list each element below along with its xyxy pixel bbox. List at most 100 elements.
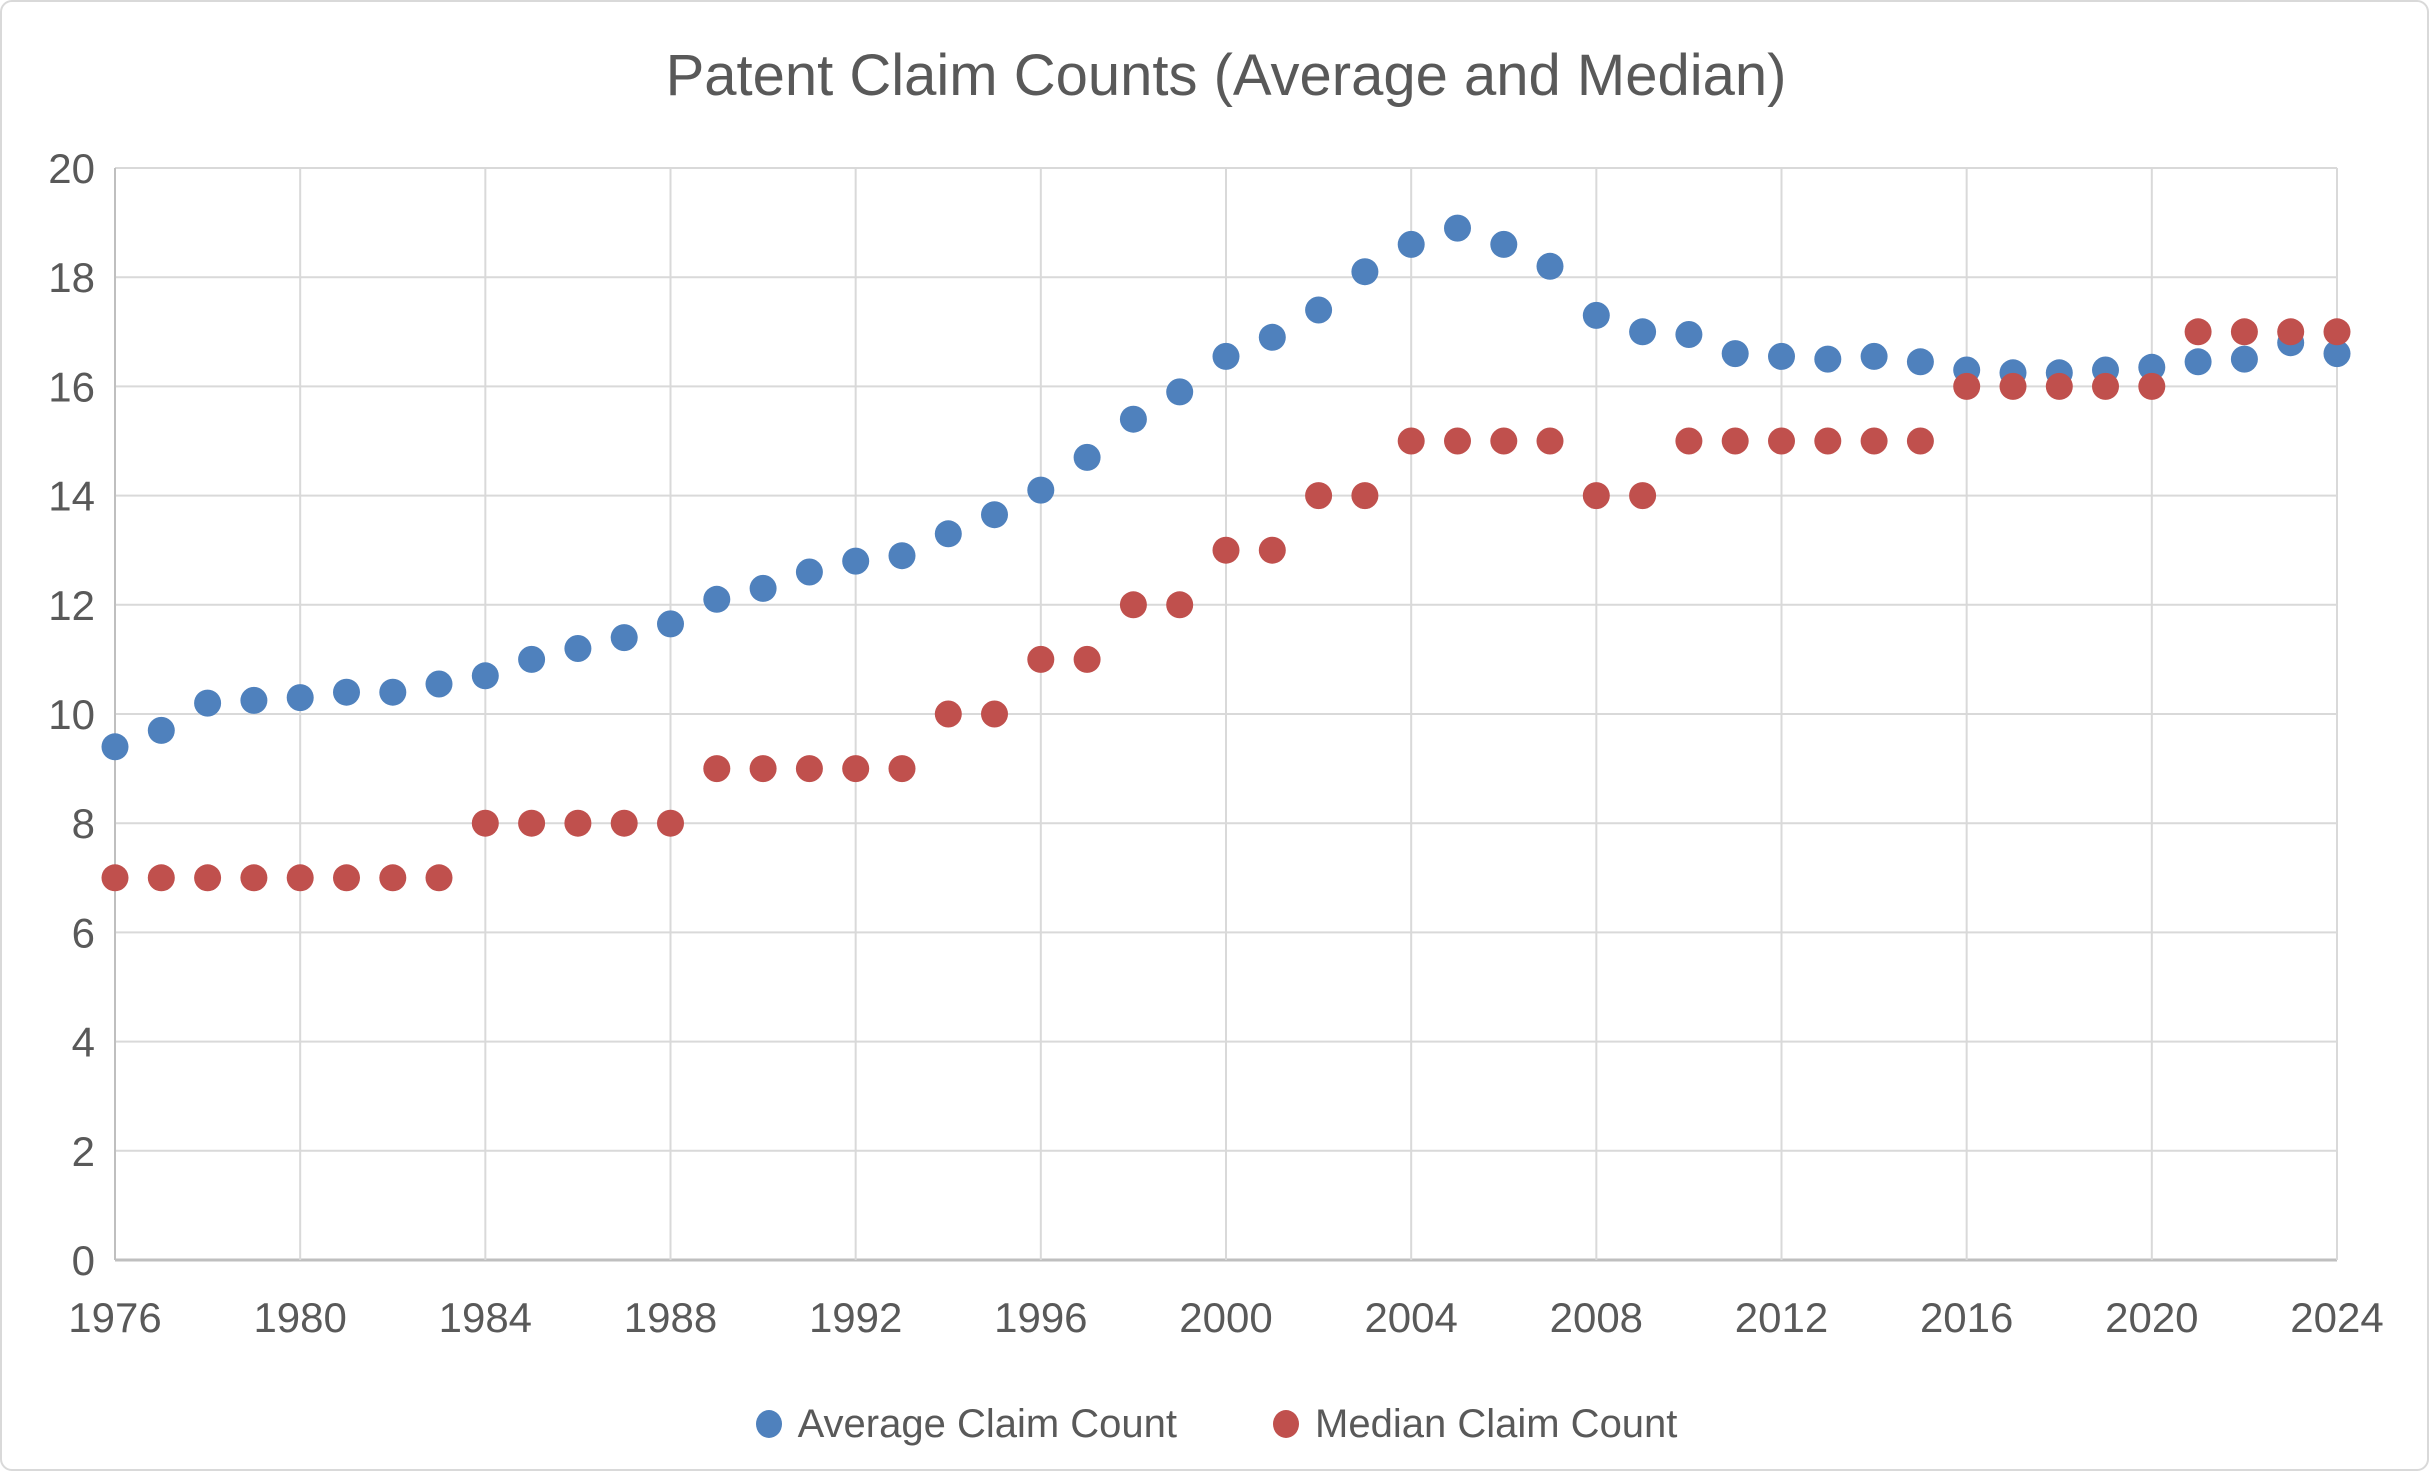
avg-claim-point [1629, 318, 1657, 346]
median-claim-point [2230, 318, 2258, 346]
x-tick-label: 2000 [1179, 1294, 1272, 1341]
legend-item-average: Average Claim Count [755, 1401, 1178, 1447]
avg-claim-point [1860, 342, 1888, 370]
x-tick-label: 1980 [253, 1294, 346, 1341]
median-claim-point [194, 864, 222, 892]
avg-claim-point [101, 733, 129, 761]
median-claim-point [1305, 482, 1333, 510]
avg-claim-point [888, 542, 916, 570]
median-claim-point [1490, 427, 1518, 455]
x-tick-label: 1976 [68, 1294, 161, 1341]
avg-claim-point [1258, 323, 1286, 351]
median-claim-point [471, 809, 499, 837]
median-claim-point [147, 864, 175, 892]
avg-claim-point [147, 716, 175, 744]
avg-claim-point [795, 558, 823, 586]
x-tick-label: 1988 [624, 1294, 717, 1341]
avg-claim-point [1675, 321, 1703, 348]
median-claim-point [1119, 591, 1147, 619]
avg-claim-point [471, 662, 499, 690]
avg-claim-point [2138, 353, 2166, 381]
avg-claim-point [842, 547, 870, 575]
median-claim-point [1212, 536, 1240, 564]
avg-claim-point [1351, 258, 1379, 286]
avg-claim-point [610, 624, 638, 652]
median-claim-point [610, 809, 638, 837]
avg-claim-point [286, 684, 314, 712]
avg-claim-point [749, 574, 777, 602]
avg-claim-point [1582, 301, 1610, 329]
avg-claim-point [379, 678, 407, 706]
legend: Average Claim Count Median Claim Count [2, 1394, 2429, 1454]
y-tick-label: 10 [48, 691, 95, 738]
median-claim-point [2045, 372, 2073, 400]
y-tick-label: 6 [72, 909, 95, 956]
median-claim-point [1629, 482, 1657, 510]
median-claim-point [2323, 318, 2351, 346]
y-tick-label: 0 [72, 1237, 95, 1284]
y-tick-label: 8 [72, 800, 95, 847]
y-tick-label: 4 [72, 1019, 95, 1066]
avg-claim-point [1212, 342, 1240, 370]
median-claim-point [101, 864, 129, 892]
median-claim-point [2092, 372, 2119, 400]
chart-title: Patent Claim Counts (Average and Median) [665, 43, 1787, 108]
median-series-marker-icon [1273, 1410, 1300, 1438]
median-claim-point [1860, 427, 1888, 455]
median-claim-point [1953, 372, 1981, 400]
median-claim-point [286, 864, 314, 892]
median-claim-point [1536, 427, 1564, 455]
median-claim-point [1073, 645, 1101, 673]
median-claim-point [2184, 318, 2212, 346]
avg-claim-point [425, 670, 453, 698]
avg-claim-point [2230, 345, 2258, 373]
avg-claim-point [2184, 348, 2212, 376]
x-tick-label: 2008 [1550, 1294, 1643, 1341]
x-tick-label: 1984 [439, 1294, 532, 1341]
avg-claim-point [333, 678, 360, 706]
y-tick-label: 12 [48, 582, 95, 629]
avg-claim-point [1305, 296, 1333, 324]
average-series-marker-icon [755, 1410, 782, 1438]
y-tick-label: 20 [48, 145, 95, 192]
x-tick-label: 2016 [1920, 1294, 2013, 1341]
median-claim-point [379, 864, 407, 892]
median-claim-point [1999, 372, 2027, 400]
avg-claim-point [1490, 230, 1518, 258]
x-tick-label: 1992 [809, 1294, 902, 1341]
median-claim-point [2277, 318, 2305, 346]
median-claim-point [1906, 427, 1934, 455]
median-claim-point [1258, 536, 1286, 564]
median-claim-point [2138, 372, 2166, 400]
median-claim-point [1351, 482, 1379, 510]
median-claim-point [1027, 645, 1055, 673]
median-claim-point [564, 809, 592, 837]
x-tick-label: 2024 [2290, 1294, 2383, 1341]
y-tick-label: 16 [48, 363, 95, 410]
y-tick-label: 18 [48, 254, 95, 301]
median-claim-point [333, 864, 360, 892]
avg-claim-point [1397, 230, 1425, 258]
legend-label-median: Median Claim Count [1315, 1401, 1678, 1446]
median-claim-point [1582, 482, 1610, 510]
avg-claim-point [564, 635, 592, 662]
legend-label-average: Average Claim Count [797, 1401, 1178, 1446]
median-claim-point [842, 755, 870, 783]
avg-claim-point [703, 585, 731, 613]
median-claim-point [981, 700, 1008, 728]
avg-claim-point [1166, 378, 1194, 406]
avg-claim-point [240, 686, 268, 714]
median-claim-point [795, 755, 823, 783]
x-tick-label: 2020 [2105, 1294, 2198, 1341]
avg-claim-point [657, 610, 684, 638]
median-claim-point [1768, 427, 1795, 455]
median-claim-point [657, 809, 684, 837]
avg-claim-point [1536, 252, 1564, 280]
avg-claim-point [934, 520, 962, 548]
avg-claim-point [1906, 348, 1934, 376]
median-claim-point [1721, 427, 1749, 455]
x-tick-label: 2004 [1364, 1294, 1457, 1341]
median-claim-point [1675, 427, 1703, 455]
median-claim-point [1397, 427, 1425, 455]
